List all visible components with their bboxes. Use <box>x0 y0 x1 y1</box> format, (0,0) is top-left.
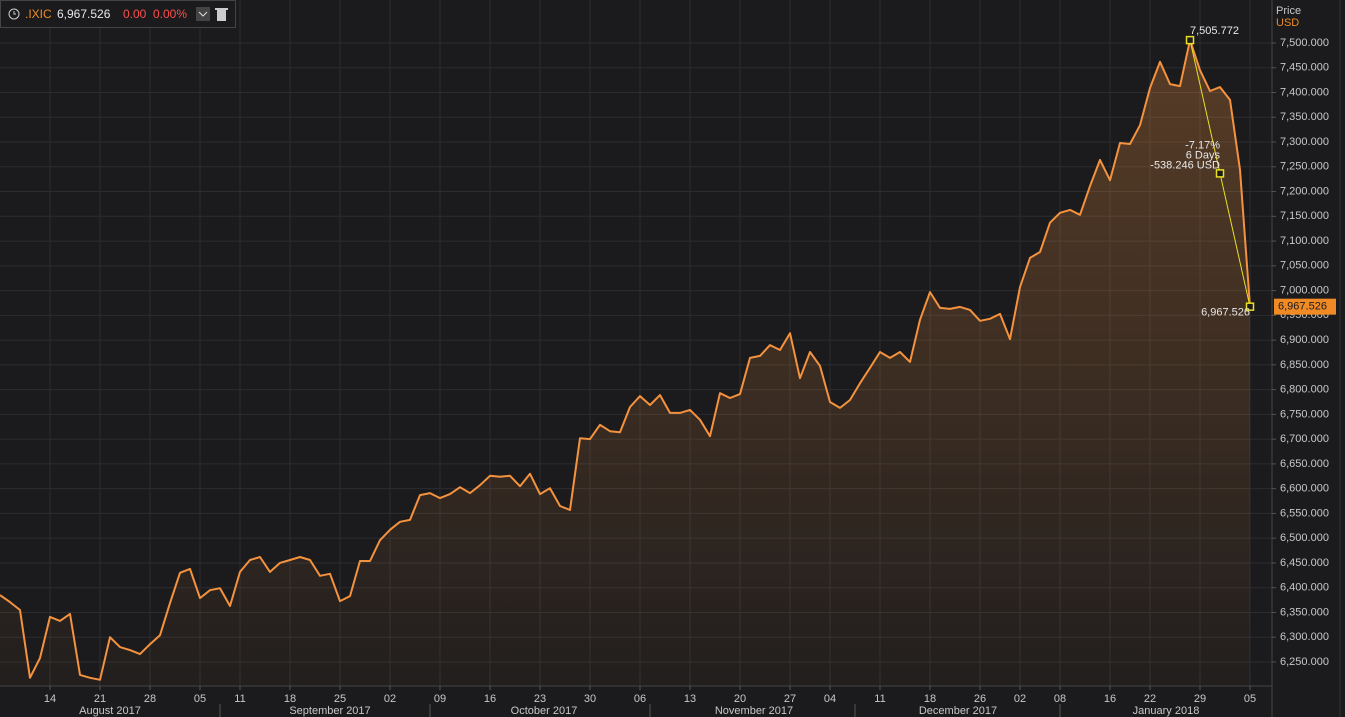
x-tick-label: 18 <box>284 693 296 705</box>
end-label: 6,967.526 <box>1201 307 1250 319</box>
x-axis: August 2017 September 2017 October 2017 … <box>44 686 1256 717</box>
y-tick-label: 6,500.000 <box>1280 532 1329 544</box>
y-tick-label: 7,100.000 <box>1280 235 1329 247</box>
area <box>0 40 1250 687</box>
line <box>0 39 1251 681</box>
x-tick-label: 13 <box>684 693 696 705</box>
y-tick-label: 6,650.000 <box>1280 458 1329 470</box>
y-tick-label: 6,900.000 <box>1280 334 1329 346</box>
x-tick-label: 30 <box>584 693 596 705</box>
dropdown-icon <box>198 11 208 17</box>
y-tick-label: 7,000.000 <box>1280 284 1329 296</box>
last-price-label: 6,967.526 <box>1278 301 1327 313</box>
x-tick-label: 28 <box>144 693 156 705</box>
clock-hand <box>13 11 16 15</box>
x-tick-label: 29 <box>1194 693 1206 705</box>
x-tick-label: 21 <box>94 693 106 705</box>
plot: 7,505.772 -7.17%6 Days-538.246 USD 6,967.5… <box>0 25 1255 687</box>
y-axis: 6,250.000 6,300.000 6,350.000 6,400.000 6,45… <box>1272 37 1336 668</box>
y-tick-label: 6,450.000 <box>1280 557 1329 569</box>
month-label: September 2017 <box>289 705 370 717</box>
x-tick-label: 05 <box>1244 693 1256 705</box>
axis-title: Price <box>1276 5 1301 17</box>
x-tick-label: 25 <box>334 693 346 705</box>
y-tick-label: 7,150.000 <box>1280 210 1329 222</box>
month-label: August 2017 <box>79 705 141 717</box>
x-tick-label: 11 <box>234 693 245 705</box>
symbol: .IXIC <box>25 7 52 21</box>
y-tick-label: 7,400.000 <box>1280 86 1329 98</box>
x-tick-label: 20 <box>734 693 746 705</box>
change: 0.00 <box>123 7 147 21</box>
x-tick-label: 02 <box>384 693 396 705</box>
delete-button[interactable] <box>217 10 226 21</box>
x-tick-label: 22 <box>1144 693 1156 705</box>
x-tick-label: 14 <box>44 693 56 705</box>
x-tick-label: 04 <box>824 693 836 705</box>
delete-icon-lid <box>215 8 228 10</box>
y-tick-label: 6,250.000 <box>1280 656 1329 668</box>
y-tick-label: 6,800.000 <box>1280 384 1329 396</box>
y-tick-label: 7,350.000 <box>1280 111 1329 123</box>
measure-handle <box>1185 35 1195 45</box>
month-label: January 2018 <box>1133 705 1200 717</box>
measure-days: 6 Days <box>1186 149 1221 161</box>
y-tick-label: 7,450.000 <box>1280 62 1329 74</box>
x-tick-label: 27 <box>784 693 796 705</box>
x-tick-label: 11 <box>874 693 885 705</box>
x-tick-label: 05 <box>194 693 206 705</box>
y-tick-label: 6,750.000 <box>1280 408 1329 420</box>
y-tick-label: 6,300.000 <box>1280 631 1329 643</box>
y-tick-label: 7,250.000 <box>1280 161 1329 173</box>
x-tick-label: 02 <box>1014 693 1026 705</box>
header: .IXIC 6,967.526 0.00 0.00% <box>0 0 236 28</box>
y-tick-label: 6,600.000 <box>1280 483 1329 495</box>
measure-handle <box>1245 302 1255 311</box>
measure-diff: -538.246 USD <box>1150 159 1220 171</box>
price: 6,967.526 <box>57 7 111 21</box>
y-tick-label: 6,850.000 <box>1280 359 1329 371</box>
clock-icon <box>8 8 20 20</box>
x-tick-label: 16 <box>1104 693 1116 705</box>
x-tick-label: 16 <box>484 693 496 705</box>
peak-label: 7,505.772 <box>1190 25 1239 37</box>
measure-pct: -7.17% <box>1185 139 1220 151</box>
month-label: November 2017 <box>715 705 793 717</box>
y-tick-label: 7,500.000 <box>1280 37 1329 49</box>
y-tick-label: 6,350.000 <box>1280 606 1329 618</box>
y-tick-label: 6,550.000 <box>1280 507 1329 519</box>
x-tick-label: 08 <box>1054 693 1066 705</box>
change-pct: 0.00% <box>153 7 187 21</box>
y-tick-label: 6,700.000 <box>1280 433 1329 445</box>
x-tick-label: 06 <box>634 693 646 705</box>
y-tick-label: 6,400.000 <box>1280 582 1329 594</box>
dropdown-button[interactable] <box>196 7 210 21</box>
last-price-box <box>1274 298 1336 315</box>
y-tick-label: 7,050.000 <box>1280 260 1329 272</box>
x-tick-label: 09 <box>434 693 446 705</box>
month-label: December 2017 <box>919 705 997 717</box>
y-tick-label: 7,200.000 <box>1280 185 1329 197</box>
x-tick-label: 18 <box>924 693 936 705</box>
x-tick-label: 23 <box>534 693 546 705</box>
axis-unit: USD <box>1276 17 1299 29</box>
month-label: October 2017 <box>511 705 578 717</box>
y-tick-label: 7,300.000 <box>1280 136 1329 148</box>
measure-handle <box>1215 169 1225 178</box>
x-tick-label: 26 <box>974 693 986 705</box>
